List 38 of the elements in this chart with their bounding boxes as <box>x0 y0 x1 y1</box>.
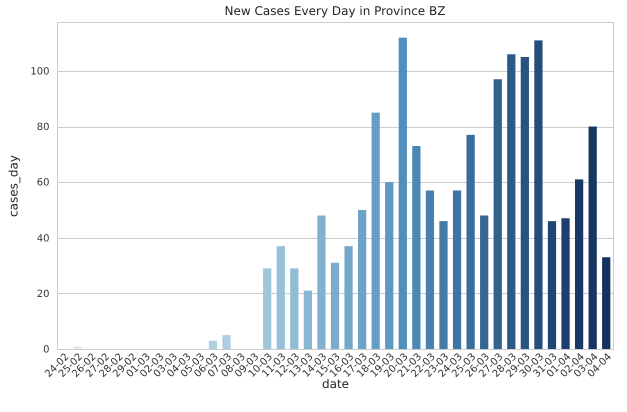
bar <box>385 182 394 349</box>
bar <box>358 210 366 349</box>
bar <box>480 216 488 349</box>
bar <box>290 268 298 349</box>
chart-title: New Cases Every Day in Province BZ <box>224 4 446 18</box>
bar <box>412 146 420 349</box>
x-axis-title: date <box>322 377 350 392</box>
bar <box>548 221 556 349</box>
bar <box>208 340 218 349</box>
bar <box>520 57 529 349</box>
bar <box>344 246 353 349</box>
y-axis-title: cases_day <box>6 155 20 217</box>
y-tick-label: 20 <box>36 288 50 300</box>
bar <box>222 335 231 349</box>
bar <box>317 216 326 349</box>
bar <box>534 40 543 349</box>
bar <box>466 134 475 349</box>
bar <box>330 262 340 349</box>
bar <box>426 190 434 349</box>
bar <box>276 246 285 349</box>
bar <box>372 112 380 349</box>
bar <box>602 257 610 349</box>
bar <box>452 190 462 349</box>
y-tick-label: 100 <box>30 66 50 78</box>
bar <box>263 268 272 349</box>
bar <box>494 79 502 349</box>
y-tick-label: 40 <box>36 233 50 244</box>
bar <box>574 179 584 349</box>
y-tick-label: 60 <box>36 178 50 189</box>
bar <box>561 218 570 349</box>
bar <box>439 221 448 349</box>
y-tick-label: 0 <box>43 344 50 356</box>
y-tick-label: 80 <box>36 122 50 134</box>
bar <box>398 38 407 349</box>
bar <box>304 290 312 349</box>
bar <box>588 126 597 349</box>
bar <box>507 54 516 349</box>
bar <box>73 346 82 349</box>
